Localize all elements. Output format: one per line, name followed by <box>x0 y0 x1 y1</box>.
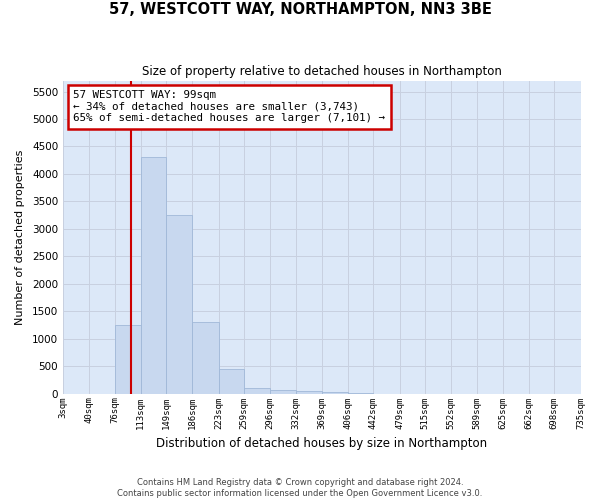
Bar <box>115 325 141 394</box>
Y-axis label: Number of detached properties: Number of detached properties <box>15 150 25 325</box>
Bar <box>296 391 322 394</box>
Title: Size of property relative to detached houses in Northampton: Size of property relative to detached ho… <box>142 65 502 78</box>
Bar <box>141 158 166 394</box>
X-axis label: Distribution of detached houses by size in Northampton: Distribution of detached houses by size … <box>156 437 487 450</box>
Bar <box>166 215 193 394</box>
Text: 57, WESTCOTT WAY, NORTHAMPTON, NN3 3BE: 57, WESTCOTT WAY, NORTHAMPTON, NN3 3BE <box>109 2 491 18</box>
Bar <box>348 393 373 394</box>
Text: Contains HM Land Registry data © Crown copyright and database right 2024.
Contai: Contains HM Land Registry data © Crown c… <box>118 478 482 498</box>
Text: 57 WESTCOTT WAY: 99sqm
← 34% of detached houses are smaller (3,743)
65% of semi-: 57 WESTCOTT WAY: 99sqm ← 34% of detached… <box>73 90 385 123</box>
Bar <box>193 322 218 394</box>
Bar <box>322 392 348 394</box>
Bar <box>218 369 244 394</box>
Bar <box>244 388 270 394</box>
Bar <box>270 390 296 394</box>
